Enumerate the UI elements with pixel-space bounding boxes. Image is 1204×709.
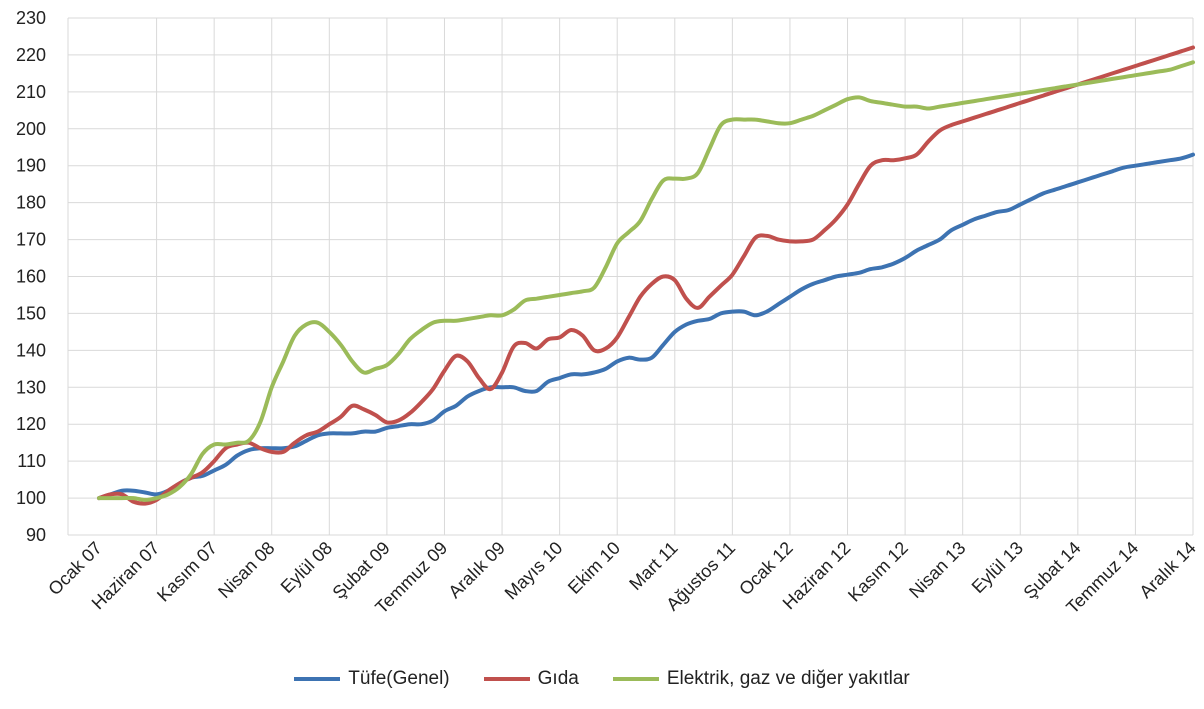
line-chart: 90 100 110 120 130 140 150 160 170 180 190 200 210 22… <box>16 8 1200 618</box>
x-tick-label: Aralık 14 <box>1135 538 1199 602</box>
y-tick-label: 200 <box>16 119 46 139</box>
y-tick-label: 100 <box>16 488 46 508</box>
x-tick-label: Nisan 08 <box>214 538 278 602</box>
x-tick-label: Mayıs 10 <box>501 538 567 604</box>
legend-label: Elektrik, gaz ve diğer yakıtlar <box>666 668 910 689</box>
legend-item: Tüfe(Genel) <box>294 668 450 690</box>
legend-swatch <box>294 677 341 681</box>
x-tick-label: Kasım 07 <box>153 538 221 606</box>
y-tick-label: 90 <box>26 525 46 545</box>
x-tick-label: Eylül 08 <box>277 538 336 597</box>
y-tick-label: 170 <box>16 230 46 250</box>
series-line-1 <box>97 45 1195 506</box>
y-tick-label: 230 <box>16 8 46 28</box>
x-tick-label: Eylül 13 <box>968 538 1027 597</box>
y-tick-label: 130 <box>16 377 46 397</box>
y-tick-label: 110 <box>17 451 46 471</box>
x-tick-label: Ekim 10 <box>564 538 624 598</box>
y-tick-label: 140 <box>16 340 46 360</box>
legend-label: Gıda <box>537 668 579 689</box>
y-tick-label: 190 <box>16 156 46 176</box>
x-tick-label: Mart 11 <box>625 538 681 594</box>
x-tick-label: Nisan 13 <box>905 538 969 602</box>
gridlines <box>67 17 1194 536</box>
legend: Tüfe(Genel) Gıda Elektrik, gaz ve diğer ya… <box>0 668 1204 690</box>
legend-swatch <box>612 677 659 681</box>
y-tick-label: 150 <box>16 303 46 323</box>
legend-item: Elektrik, gaz ve diğer yakıtlar <box>612 668 910 690</box>
y-tick-label: 220 <box>16 45 46 65</box>
legend-label: Tüfe(Genel) <box>348 668 450 689</box>
series-line-2 <box>97 60 1195 502</box>
y-tick-label: 210 <box>16 82 46 102</box>
series-lines <box>97 45 1195 506</box>
y-axis-ticks: 90 100 110 120 130 140 150 160 170 180 190 200 210 22… <box>16 8 46 545</box>
series-line-0 <box>97 152 1195 501</box>
legend-swatch <box>483 677 530 681</box>
y-tick-label: 180 <box>16 193 46 213</box>
legend-item: Gıda <box>483 668 579 690</box>
y-tick-label: 120 <box>16 414 46 434</box>
y-tick-label: 160 <box>16 267 46 287</box>
x-tick-label: Kasım 12 <box>844 538 912 606</box>
x-tick-label: Aralık 09 <box>445 538 509 602</box>
